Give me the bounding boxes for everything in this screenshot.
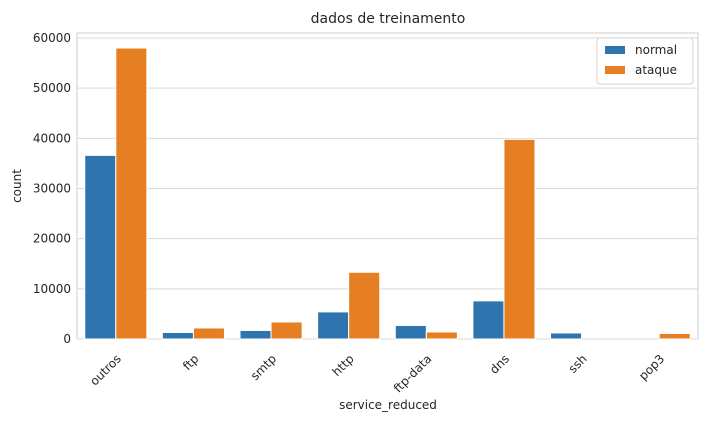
x-tick-label: ssh <box>566 352 590 376</box>
bar-ataque-http <box>348 271 381 340</box>
legend-label-ataque: ataque <box>635 63 677 77</box>
plot-frame <box>76 32 699 340</box>
bar-ataque-pop3 <box>658 332 691 340</box>
bar-ataque-outros <box>115 47 148 340</box>
x-tick-label: ftp-data <box>391 352 435 396</box>
bar-ataque-ftp <box>192 327 225 340</box>
legend-label-normal: normal <box>635 43 677 57</box>
bar-ataque-ftp-data <box>425 331 458 340</box>
legend-swatch-normal <box>605 46 625 54</box>
bar-ataque-dns <box>503 138 536 340</box>
y-axis-label: count <box>10 169 24 203</box>
bar-normal-ftp-data <box>394 324 427 340</box>
x-tick-label: ftp <box>180 352 201 373</box>
x-tick-label: dns <box>487 352 512 377</box>
x-tick-label: smtp <box>248 352 279 383</box>
x-tick-label: pop3 <box>636 352 667 383</box>
legend-swatch-ataque <box>605 66 625 74</box>
y-tick-label: 60000 <box>33 31 71 45</box>
bar-normal-ssh <box>550 332 583 340</box>
y-tick-label: 30000 <box>33 182 71 196</box>
legend: normal ataque <box>596 37 694 85</box>
chart-title: dados de treinamento <box>311 11 466 27</box>
x-axis-label: service_reduced <box>339 398 437 412</box>
bar-normal-http <box>317 311 350 340</box>
bar-normal-smtp <box>239 329 272 340</box>
x-tick-label: http <box>329 352 356 379</box>
y-tick-label: 50000 <box>33 81 71 95</box>
x-tick-labels: outros ftp smtp http ftp-data dns ssh pop3 <box>87 352 667 396</box>
y-tick-label: 0 <box>63 332 71 346</box>
y-tick-label: 20000 <box>33 232 71 246</box>
y-tick-labels: 0 10000 20000 30000 40000 50000 60000 <box>33 31 71 346</box>
bar-normal-dns <box>472 300 505 340</box>
y-tick-label: 10000 <box>33 282 71 296</box>
bar-ataque-smtp <box>270 321 303 340</box>
y-tick-label: 40000 <box>33 131 71 145</box>
bar-normal-ftp <box>161 331 194 340</box>
bar-normal-outros <box>84 154 117 340</box>
bars <box>84 47 691 340</box>
x-tick-label: outros <box>87 352 124 389</box>
